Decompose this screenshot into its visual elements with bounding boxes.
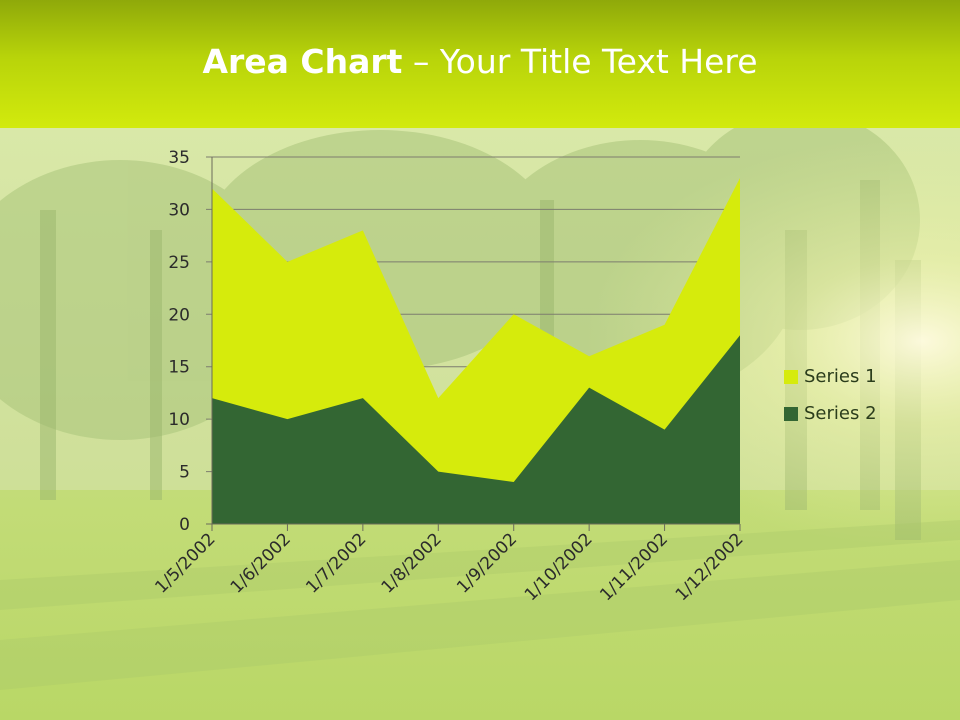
x-tick-label-1: 1/5/2002 <box>151 529 219 597</box>
y-tick-label-20: 20 <box>168 305 190 325</box>
legend-item-series-1: Series 1 <box>784 358 914 395</box>
x-tick-label-2: 1/6/2002 <box>227 529 295 597</box>
legend-label-series-2: Series 2 <box>804 403 877 424</box>
y-tick-label-30: 30 <box>168 200 190 220</box>
x-tick-label-7: 1/11/2002 <box>596 529 672 605</box>
x-tick-label-5: 1/9/2002 <box>453 529 521 597</box>
area-series-2 <box>212 335 740 524</box>
y-tick-label-25: 25 <box>168 253 190 273</box>
x-tick-label-6: 1/10/2002 <box>521 529 597 605</box>
slide-title: Area Chart – Your Title Text Here <box>0 40 960 84</box>
legend-swatch-series-2 <box>784 406 798 421</box>
x-tick-label-3: 1/7/2002 <box>302 529 370 597</box>
legend-label-series-1: Series 1 <box>804 366 877 387</box>
legend-swatch-series-1 <box>784 369 798 384</box>
legend-item-series-2: Series 2 <box>784 395 914 432</box>
chart-legend: Series 1 Series 2 <box>784 358 914 432</box>
slide-title-rest: – Your Title Text Here <box>402 42 758 81</box>
y-tick-label-10: 10 <box>168 410 190 430</box>
slide-title-bold: Area Chart <box>202 42 403 81</box>
y-tick-label-5: 5 <box>179 463 190 483</box>
y-tick-label-0: 0 <box>179 515 190 535</box>
y-tick-label-35: 35 <box>168 148 190 168</box>
title-band <box>0 0 960 128</box>
y-tick-label-15: 15 <box>168 358 190 378</box>
x-tick-label-8: 1/12/2002 <box>672 529 748 605</box>
x-tick-label-4: 1/8/2002 <box>378 529 446 597</box>
